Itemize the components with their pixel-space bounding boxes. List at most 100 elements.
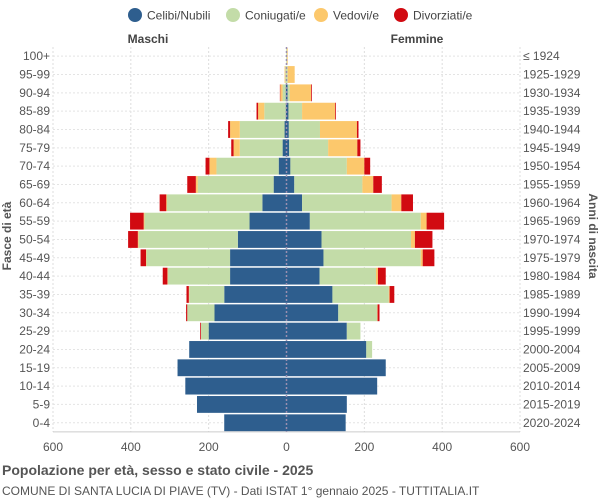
birth-year-label: 1945-1949 (523, 141, 581, 155)
birth-year-label: 1935-1939 (523, 104, 581, 118)
birth-year-label: 1970-1974 (523, 232, 581, 246)
bar-male-divorziati-e (159, 194, 167, 212)
legend-label-coniugati-e: Coniugati/e (245, 9, 306, 23)
bar-female-coniugati-e (287, 84, 290, 102)
age-group-label: 75-79 (19, 141, 50, 155)
bar-male-vedovi-e (143, 212, 145, 230)
birth-year-label: 2005-2009 (523, 361, 581, 375)
bar-male-vedovi-e (284, 66, 286, 83)
bar-female-celibi-nubili (286, 396, 347, 413)
bar-female-vedovi-e (319, 121, 357, 138)
bar-female-divorziati-e (335, 102, 336, 120)
bar-female-divorziati-e (422, 249, 435, 267)
bar-male-coniugati-e (239, 121, 285, 138)
bar-female-celibi-nubili (286, 322, 347, 340)
age-group-label: 90-94 (19, 86, 50, 100)
x-tick-label: 400 (432, 440, 452, 454)
bar-male-divorziati-e (228, 121, 231, 138)
birth-year-label: 1940-1944 (523, 122, 581, 136)
legend-label-celibi-nubili: Celibi/Nubili (147, 9, 210, 23)
bar-male-vedovi-e (258, 102, 265, 120)
x-axis-tick-labels: 600 400 200 0 200 400 600 (43, 440, 530, 454)
bar-female-coniugati-e (288, 102, 303, 120)
bar-female-coniugati-e (332, 286, 389, 303)
bar-male-divorziati-e (186, 304, 188, 322)
bar-female-coniugati-e (294, 176, 363, 193)
bar-female-celibi-nubili (286, 212, 310, 230)
bar-female-celibi-nubili (286, 341, 367, 358)
bar-male-celibi-nubili (224, 286, 287, 303)
bar-male-vedovi-e (280, 84, 283, 102)
bar-female-divorziati-e (364, 157, 371, 175)
x-tick-label: 200 (354, 440, 374, 454)
age-group-label: 95-99 (19, 67, 50, 81)
bar-male-divorziati-e (205, 157, 210, 175)
legend-swatch-vedovi-e (314, 8, 328, 22)
bar-male-celibi-nubili (177, 359, 287, 377)
bar-female-divorziati-e (373, 176, 382, 193)
bar-male-coniugati-e (285, 66, 287, 83)
bar-male-divorziati-e (231, 139, 234, 157)
bar-female-vedovi-e (287, 66, 295, 83)
bar-female-coniugati-e (338, 304, 378, 322)
bar-male-vedovi-e (209, 157, 217, 175)
bar-female-divorziati-e (357, 139, 361, 157)
bar-male-coniugati-e (146, 249, 231, 267)
population-pyramid-chart: Celibi/Nubili Coniugati/e Vedovi/e Divorzia… (0, 8, 600, 454)
bar-female-vedovi-e (376, 267, 378, 285)
birth-year-label: 2010-2014 (523, 379, 581, 393)
bar-male-celibi-nubili (230, 249, 287, 267)
birth-year-label: 1980-1984 (523, 269, 581, 283)
bar-male-divorziati-e (186, 286, 189, 303)
bar-male-celibi-nubili (185, 377, 287, 395)
bar-female-coniugati-e (286, 66, 288, 83)
bar-male-coniugati-e (197, 176, 274, 193)
bar-female-vedovi-e (388, 286, 390, 303)
bar-male-coniugati-e (144, 212, 250, 230)
birth-year-label: ≤ 1924 (523, 49, 560, 63)
bar-female-coniugati-e (288, 121, 320, 138)
bar-female-vedovi-e (420, 249, 423, 267)
bar-female-coniugati-e (289, 139, 329, 157)
bar-female-divorziati-e (414, 231, 433, 248)
bar-male-celibi-nubili (237, 231, 287, 248)
bar-male-celibi-nubili (278, 157, 287, 175)
age-group-label: 20-24 (19, 342, 50, 356)
bar-female-vedovi-e (328, 139, 358, 157)
bar-male-coniugati-e (167, 194, 263, 212)
bar-male-celibi-nubili (282, 139, 287, 157)
bar-female-vedovi-e (362, 176, 374, 193)
bar-female-celibi-nubili (286, 359, 386, 377)
bar-female-coniugati-e (309, 212, 421, 230)
bar-male-coniugati-e (239, 139, 283, 157)
bar-male-coniugati-e (167, 267, 231, 285)
bar-female-vedovi-e (346, 157, 365, 175)
x-tick-label: 200 (199, 440, 219, 454)
bar-female-celibi-nubili (286, 121, 289, 138)
birth-year-label: 1930-1934 (523, 86, 581, 100)
birth-year-label: 1950-1954 (523, 159, 581, 173)
bar-male-vedovi-e (233, 139, 240, 157)
age-group-labels: 100+ 95-99 90-94 85-89 80-84 75-79 70-74 65-69 6… (19, 49, 50, 430)
x-tick-label: 400 (121, 440, 141, 454)
age-group-label: 0-4 (33, 416, 51, 430)
bar-female-coniugati-e (321, 231, 412, 248)
bar-male-divorziati-e (128, 231, 138, 248)
bar-female-celibi-nubili (286, 267, 320, 285)
bar-male-celibi-nubili (208, 322, 287, 340)
birth-year-labels: ≤ 1924 1925-1929 1930-1934 1935-1939 1940-19… (523, 49, 581, 430)
legend-swatch-celibi-nubili (128, 8, 142, 22)
age-group-label: 10-14 (19, 379, 50, 393)
bar-male-divorziati-e (200, 322, 201, 340)
bar-female-coniugati-e (290, 157, 347, 175)
bar-female-coniugati-e (302, 194, 392, 212)
x-tick-label: 600 (510, 440, 530, 454)
bar-male-celibi-nubili (196, 396, 287, 413)
bars-group (128, 47, 445, 432)
age-group-label: 60-64 (19, 196, 50, 210)
bar-male-celibi-nubili (189, 341, 287, 358)
bar-female-vedovi-e (286, 47, 288, 65)
birth-year-label: 1975-1979 (523, 251, 581, 265)
birth-year-label: 2020-2024 (523, 416, 581, 430)
age-group-label: 25-29 (19, 324, 50, 338)
